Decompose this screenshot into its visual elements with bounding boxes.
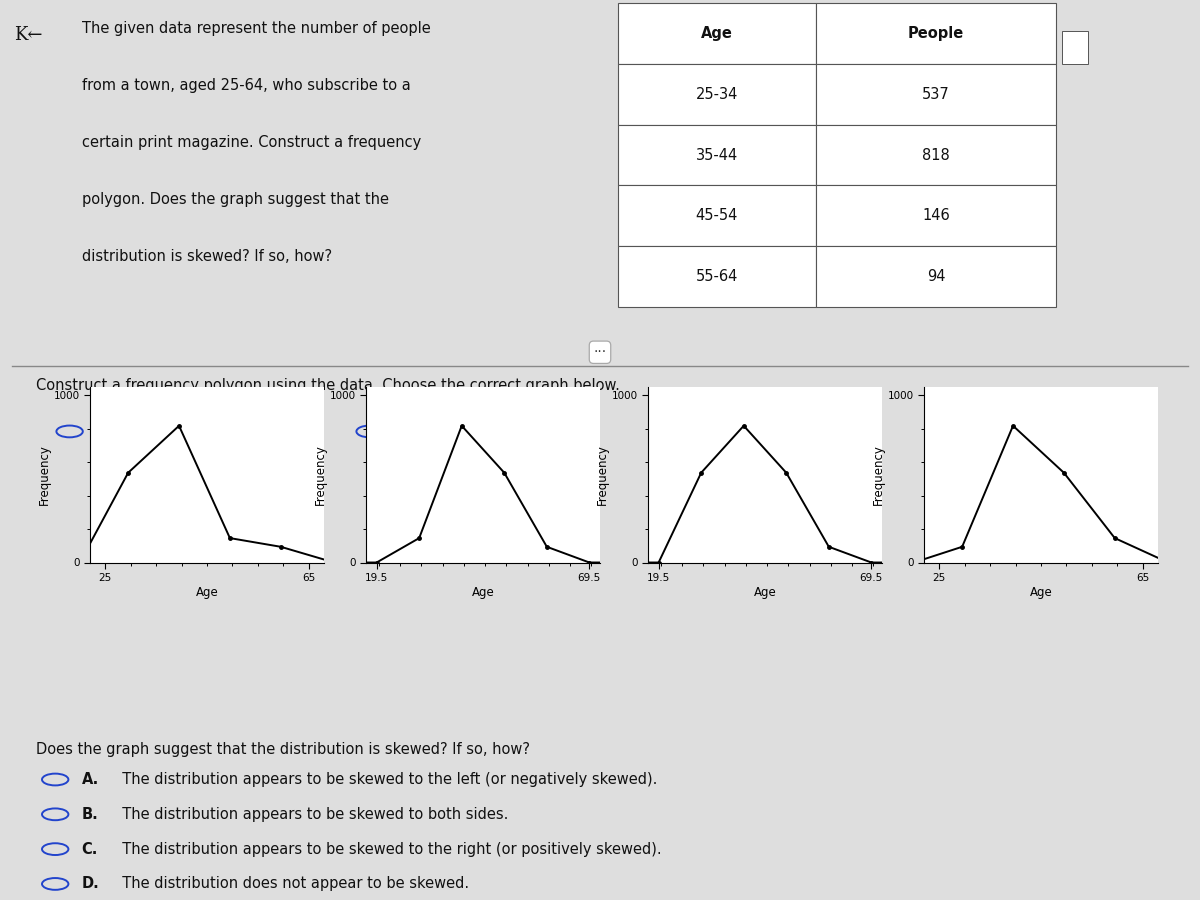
- Text: D.: D.: [982, 424, 1000, 439]
- Text: 25-34: 25-34: [696, 87, 738, 102]
- Bar: [816, 125, 1056, 185]
- Text: from a town, aged 25-64, who subscribe to a: from a town, aged 25-64, who subscribe t…: [82, 78, 410, 93]
- Text: C.: C.: [82, 842, 98, 857]
- Text: certain print magazine. Construct a frequency: certain print magazine. Construct a freq…: [82, 135, 421, 150]
- Y-axis label: Frequency: Frequency: [313, 445, 326, 505]
- Bar: [618, 125, 816, 185]
- X-axis label: Age: Age: [472, 586, 494, 598]
- Bar: [816, 64, 1056, 125]
- Text: The distribution appears to be skewed to the left (or negatively skewed).: The distribution appears to be skewed to…: [113, 772, 658, 787]
- Bar: [816, 4, 1056, 64]
- Bar: [816, 185, 1056, 246]
- Bar: [618, 4, 816, 64]
- Text: 146: 146: [922, 208, 950, 223]
- Text: C.: C.: [694, 424, 710, 439]
- Bar: [816, 246, 1056, 307]
- Text: B.: B.: [394, 424, 410, 439]
- Bar: [618, 185, 816, 246]
- Y-axis label: Frequency: Frequency: [871, 445, 884, 505]
- X-axis label: Age: Age: [1030, 586, 1052, 598]
- Text: The distribution appears to be skewed to the right (or positively skewed).: The distribution appears to be skewed to…: [113, 842, 661, 857]
- Y-axis label: Frequency: Frequency: [595, 445, 608, 505]
- Y-axis label: Frequency: Frequency: [37, 445, 50, 505]
- Text: 94: 94: [926, 269, 946, 284]
- Text: Construct a frequency polygon using the data. Choose the correct graph below.: Construct a frequency polygon using the …: [36, 378, 620, 393]
- Text: ···: ···: [594, 346, 606, 359]
- X-axis label: Age: Age: [754, 586, 776, 598]
- Text: A.: A.: [82, 772, 98, 787]
- Text: People: People: [908, 26, 964, 41]
- Text: A.: A.: [94, 424, 112, 439]
- Text: 55-64: 55-64: [696, 269, 738, 284]
- Text: Age: Age: [701, 26, 733, 41]
- Text: 45-54: 45-54: [696, 208, 738, 223]
- Text: D.: D.: [82, 877, 100, 891]
- Text: B.: B.: [82, 806, 98, 822]
- Text: The given data represent the number of people: The given data represent the number of p…: [82, 21, 431, 36]
- Text: 35-44: 35-44: [696, 148, 738, 163]
- Text: The distribution appears to be skewed to both sides.: The distribution appears to be skewed to…: [113, 806, 508, 822]
- Bar: [618, 246, 816, 307]
- Text: Does the graph suggest that the distribution is skewed? If so, how?: Does the graph suggest that the distribu…: [36, 742, 530, 757]
- Text: 818: 818: [922, 148, 950, 163]
- Text: K←: K←: [14, 25, 43, 43]
- X-axis label: Age: Age: [196, 586, 218, 598]
- Text: polygon. Does the graph suggest that the: polygon. Does the graph suggest that the: [82, 193, 389, 207]
- Text: 537: 537: [922, 87, 950, 102]
- Bar: [1062, 31, 1088, 64]
- Text: distribution is skewed? If so, how?: distribution is skewed? If so, how?: [82, 249, 331, 265]
- Bar: [618, 64, 816, 125]
- Text: The distribution does not appear to be skewed.: The distribution does not appear to be s…: [113, 877, 469, 891]
